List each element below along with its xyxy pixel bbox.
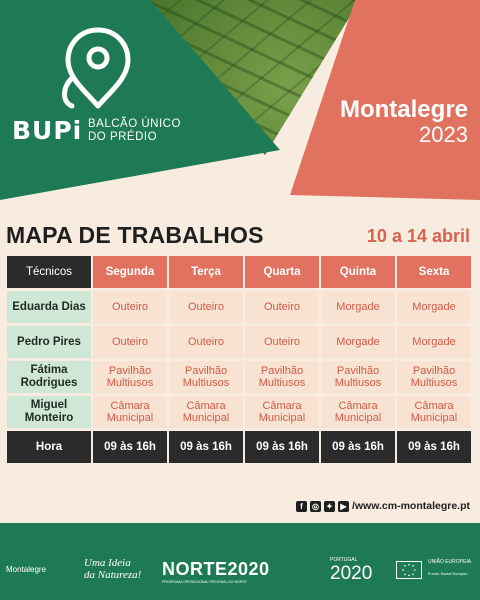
technician-name: Pedro Pires: [7, 326, 91, 358]
location-cell: Outeiro: [169, 326, 243, 358]
header-technicians: Técnicos: [7, 256, 91, 288]
norte2020-subtitle: PROGRAMA OPERACIONAL REGIONAL DO NORTE: [162, 580, 247, 584]
header-day: Sexta: [397, 256, 471, 288]
town-name: Montalegre: [339, 96, 468, 123]
technician-name: Fátima Rodrigues: [7, 361, 91, 393]
location-cell: Outeiro: [93, 291, 167, 323]
hours-cell: 09 às 16h: [93, 431, 167, 463]
page-title: MAPA DE TRABALHOS: [6, 222, 264, 248]
hours-cell: 09 às 16h: [397, 431, 471, 463]
brand-subtitle-line-2: DO PRÉDIO: [88, 131, 158, 143]
twitter-icon[interactable]: ✦: [323, 500, 335, 512]
location-cell: Pavilhão Multiusos: [169, 361, 243, 393]
location-cell: Pavilhão Multiusos: [245, 361, 319, 393]
hours-cell: 09 às 16h: [169, 431, 243, 463]
location-cell: Câmara Municipal: [169, 396, 243, 428]
hours-cell: 09 às 16h: [321, 431, 395, 463]
location-cell: Câmara Municipal: [93, 396, 167, 428]
year-label: 2023: [419, 122, 468, 147]
eu-label: UNIÃO EUROPEIA: [428, 559, 472, 565]
header-day: Quarta: [245, 256, 319, 288]
technician-name: Miguel Monteiro: [7, 396, 91, 428]
facebook-icon[interactable]: f: [295, 500, 307, 512]
technician-name: Eduarda Dias: [7, 291, 91, 323]
slogan: Uma Ideia da Natureza!: [84, 557, 141, 581]
montalegre-logo: Montalegre: [6, 565, 47, 574]
location-cell: Morgade: [397, 326, 471, 358]
location-cell: Pavilhão Multiusos: [397, 361, 471, 393]
footer-bar: Montalegre Uma Ideia da Natureza! NORTE2…: [0, 523, 480, 600]
brand-logo-text: BUPi: [12, 116, 83, 145]
social-links: f ◎ ✦ ▶ /www.cm-montalegre.pt: [295, 500, 470, 512]
location-cell: Outeiro: [245, 291, 319, 323]
location-cell: Morgade: [397, 291, 471, 323]
instagram-icon[interactable]: ◎: [309, 500, 321, 512]
brand-subtitle-line-1: BALCÃO ÚNICO: [88, 118, 181, 130]
header-day: Terça: [169, 256, 243, 288]
location-cell: Outeiro: [169, 291, 243, 323]
location-cell: Morgade: [321, 326, 395, 358]
eu-flag-icon: [396, 561, 422, 579]
header-day: Quinta: [321, 256, 395, 288]
header-banner: BUPi BALCÃO ÚNICO DO PRÉDIO Montalegre 2…: [0, 0, 480, 225]
slogan-line-2: da Natureza!: [84, 569, 142, 581]
location-pin-icon: [62, 27, 131, 109]
hours-cell: 09 às 16h: [245, 431, 319, 463]
youtube-icon[interactable]: ▶: [337, 500, 349, 512]
location-cell: Câmara Municipal: [397, 396, 471, 428]
website-link[interactable]: /www.cm-montalegre.pt: [351, 500, 470, 512]
location-cell: Câmara Municipal: [245, 396, 319, 428]
portugal-label: PORTUGAL: [330, 557, 358, 563]
location-cell: Outeiro: [93, 326, 167, 358]
location-cell: Outeiro: [245, 326, 319, 358]
slogan-line-1: Uma Ideia: [84, 557, 131, 569]
header-day: Segunda: [93, 256, 167, 288]
hours-label: Hora: [7, 431, 91, 463]
eu-fund-label: Fundo Social Europeu: [428, 571, 468, 576]
location-cell: Pavilhão Multiusos: [321, 361, 395, 393]
norte2020-logo: NORTE2020: [162, 559, 270, 579]
location-cell: Pavilhão Multiusos: [93, 361, 167, 393]
portugal2020-logo: 2020: [330, 563, 373, 584]
brand-subtitle: BALCÃO ÚNICO DO PRÉDIO: [88, 118, 181, 144]
date-range: 10 a 14 abril: [366, 226, 470, 246]
schedule-table: Técnicos Segunda Terça Quarta Quinta Sex…: [7, 256, 473, 463]
location-cell: Câmara Municipal: [321, 396, 395, 428]
location-cell: Morgade: [321, 291, 395, 323]
